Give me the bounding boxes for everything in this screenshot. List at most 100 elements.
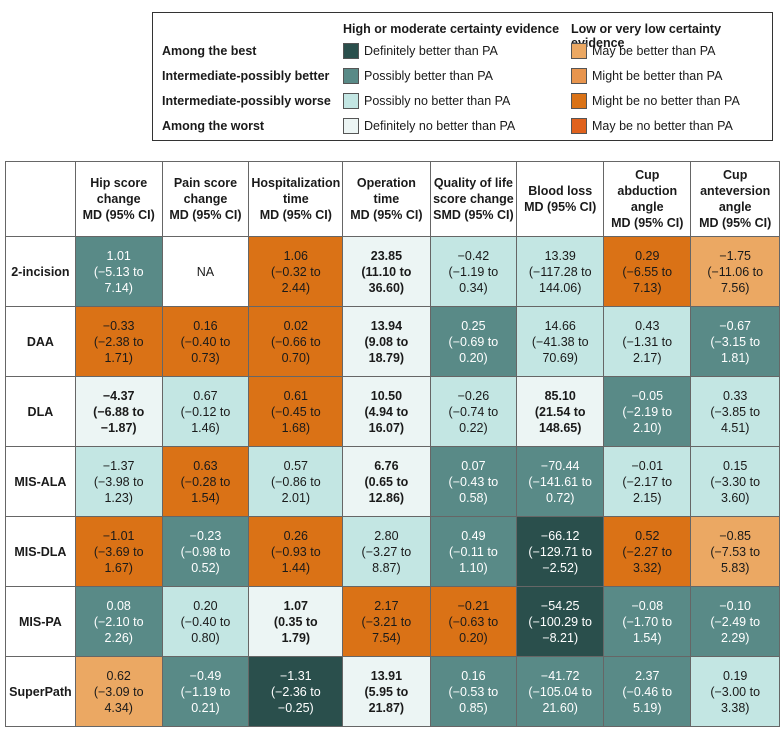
cell-value: 0.20) [459,350,488,365]
cell-value: (−2.36 to [270,684,321,699]
cell-value: 144.06) [539,280,582,295]
cell-value: (−0.53 to [448,684,499,699]
cell-value: 23.85 [370,248,403,263]
cell-value: 0.02 [283,318,308,333]
cell-value: 0.49 [461,528,486,543]
cell-value: (−3.15 to [710,334,761,349]
column-header-line: MD (95% CI) [699,216,772,230]
cell-value: 13.94 [370,318,403,333]
cell-value: −0.33 [102,318,135,333]
cell-value: 16.07) [368,420,405,435]
column-header-line: angle [718,200,752,214]
cell-value: 0.63 [193,458,218,473]
table-row: SuperPath 0.62 (−3.09 to 4.34) −0.49 (−1.19 t… [5,656,780,727]
table-cell: 0.08 (−2.10 to 2.26) [74,586,163,657]
table-cell: −0.23 (−0.98 to 0.52) [161,516,250,587]
row-label: 2-incision [5,236,76,307]
row-label: MIS-ALA [5,446,76,517]
cell-value: 0.43 [635,318,660,333]
column-header-line: Operation [356,176,416,190]
cell-value: 70.69) [542,350,578,365]
results-table: Hip score change MD (95% CI) Pain score chan… [5,161,780,727]
table-cell: 2.17 (−3.21 to 7.54) [342,586,431,657]
cell-value: −0.23 [189,528,222,543]
cell-value: 1.54) [633,630,662,645]
cell-value: 3.38) [720,700,750,715]
table-cell: 1.01 (−5.13 to 7.14) [74,236,163,307]
cell-value: 13.91 [370,668,403,683]
cell-value: (−0.74 to [448,404,499,419]
cell-value: 0.16 [461,668,486,683]
column-header-line: score change [433,192,514,206]
legend-label-low: May be better than PA [592,44,716,58]
column-header-line: Hip score [90,176,148,190]
cell-value: (−0.40 to [180,614,231,629]
legend-swatch-high [343,68,359,84]
legend-swatch-high [343,118,359,134]
cell-value: (9.08 to [364,334,409,349]
table-cell: 13.94 (9.08 to 18.79) [342,306,431,377]
row-label: MIS-DLA [5,516,76,587]
cell-value: 0.72) [545,490,575,505]
table-cell: 0.43 (−1.31 to 2.17) [603,306,692,377]
cell-value: (−100.29 to [528,614,592,629]
cell-value: 0.34) [459,280,488,295]
cell-value: (−0.63 to [448,614,499,629]
column-header-line: Hospitalization [251,176,341,190]
cell-value: 2.26) [104,630,133,645]
column-header: Blood loss MD (95% CI) [516,161,605,237]
cell-value: 0.29 [635,248,660,263]
cell-value: 0.61 [283,388,308,403]
table-cell: 13.39 (−117.28 to 144.06) [516,236,605,307]
row-label: DLA [5,376,76,447]
column-header-line: change [96,192,141,206]
cell-value: 21.87) [368,700,405,715]
cell-value: 148.65) [539,420,582,435]
cell-value: 1.67) [104,560,133,575]
table-cell: 0.15 (−3.30 to 3.60) [690,446,780,517]
cell-value: (−0.40 to [180,334,231,349]
cell-value: 7.54) [372,630,401,645]
table-cell: −0.49 (−1.19 to 0.21) [161,656,250,727]
column-header-line: angle [630,200,664,214]
cell-value: −41.72 [540,668,580,683]
cell-value: −70.44 [540,458,580,473]
cell-value: (−5.13 to [93,264,144,279]
cell-value: −0.21 [457,598,490,613]
table-cell: −54.25 (−100.29 to −8.21) [516,586,605,657]
table-cell: 0.67 (−0.12 to 1.46) [161,376,250,447]
column-header-line: MD (95% CI) [611,216,684,230]
table-cell: −0.42 (−1.19 to 0.34) [429,236,518,307]
table-cell: 6.76 (0.65 to 12.86) [342,446,431,517]
cell-value: 0.52) [191,560,220,575]
legend-swatch-low [571,93,587,109]
cell-value: 6.76 [374,458,399,473]
cell-value: (−3.85 to [710,404,761,419]
cell-value: −66.12 [540,528,580,543]
cell-value: 3.32) [633,560,662,575]
cell-value: NA [196,264,215,279]
cell-value: −1.37 [102,458,135,473]
cell-value: 2.80 [374,528,399,543]
cell-value: 0.15 [723,458,748,473]
table-corner [5,161,76,237]
table-cell: 0.02 (−0.66 to 0.70) [248,306,344,377]
cell-value: 1.46) [191,420,220,435]
cell-value: (−3.30 to [710,474,761,489]
cell-value: (−6.55 to [622,264,673,279]
table-cell: −1.75 (−11.06 to 7.56) [690,236,780,307]
table-cell: −1.01 (−3.69 to 1.67) [74,516,163,587]
cell-value: (−0.86 to [270,474,321,489]
table-cell: 0.16 (−0.53 to 0.85) [429,656,518,727]
table-cell: 0.63 (−0.28 to 1.54) [161,446,250,517]
legend-swatch-low [571,118,587,134]
cell-value: 1.81) [720,350,750,365]
table-cell: NA [161,236,250,307]
cell-value: (4.94 to [364,404,409,419]
table-cell: 0.57 (−0.86 to 2.01) [248,446,344,517]
column-header-line: MD (95% CI) [169,208,242,222]
cell-value: (−2.17 to [622,474,673,489]
cell-value: (−0.69 to [448,334,499,349]
table-cell: 0.07 (−0.43 to 0.58) [429,446,518,517]
cell-value: (0.65 to [364,474,409,489]
